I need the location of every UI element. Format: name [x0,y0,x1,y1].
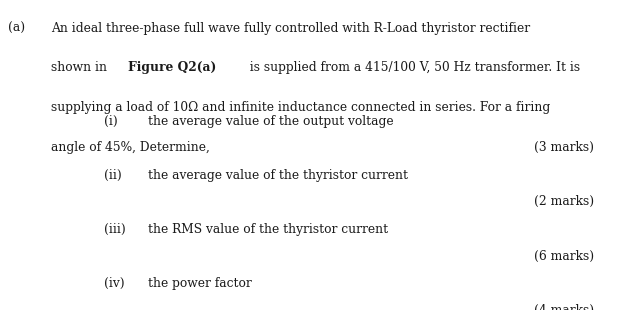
Text: the RMS value of the thyristor current: the RMS value of the thyristor current [148,223,388,236]
Text: angle of 45%, Determine,: angle of 45%, Determine, [51,141,210,154]
Text: (iii): (iii) [104,223,126,236]
Text: supplying a load of 10Ω and infinite inductance connected in series. For a firin: supplying a load of 10Ω and infinite ind… [51,101,550,114]
Text: (3 marks): (3 marks) [534,141,594,154]
Text: the average value of the thyristor current: the average value of the thyristor curre… [148,169,408,182]
Text: the average value of the output voltage: the average value of the output voltage [148,115,394,128]
Text: the power factor: the power factor [148,277,252,290]
Text: (2 marks): (2 marks) [534,195,594,208]
Text: (iv): (iv) [104,277,125,290]
Text: An ideal three-phase full wave fully controlled with R-Load thyristor rectifier: An ideal three-phase full wave fully con… [51,22,530,35]
Text: Figure Q2(a): Figure Q2(a) [128,61,216,74]
Text: (ii): (ii) [104,169,123,182]
Text: is supplied from a 415/100 V, 50 Hz transformer. It is: is supplied from a 415/100 V, 50 Hz tran… [242,61,580,74]
Text: (4 marks): (4 marks) [534,304,594,310]
Text: shown in: shown in [51,61,111,74]
Text: (6 marks): (6 marks) [534,250,594,263]
Text: (a): (a) [8,22,26,35]
Text: (i): (i) [104,115,118,128]
